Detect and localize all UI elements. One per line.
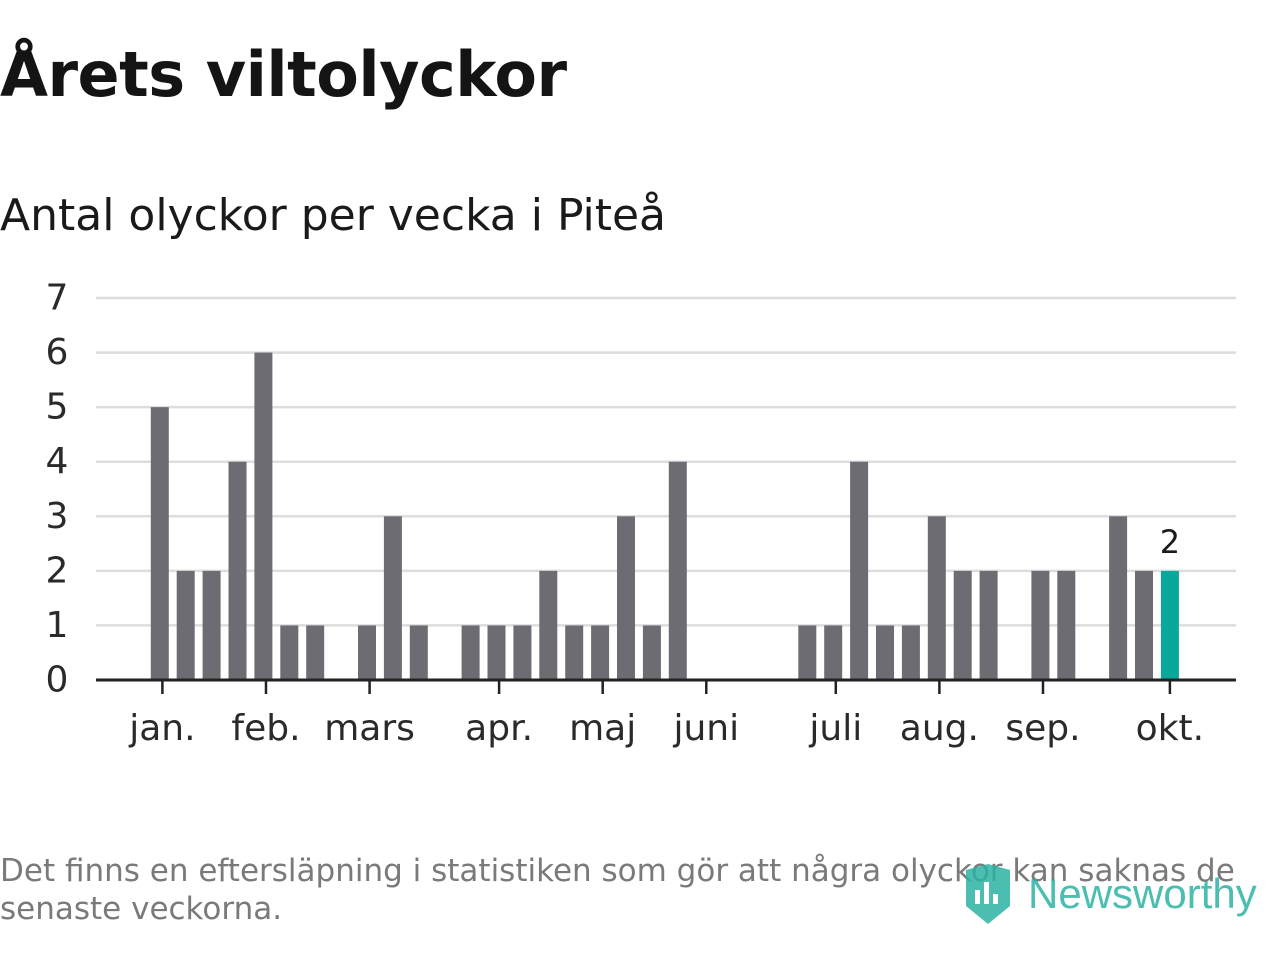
bar[interactable]	[409, 625, 428, 680]
y-tick-label: 7	[46, 278, 69, 319]
brand-name: Newsworthy	[1028, 870, 1257, 917]
bar-highlight[interactable]	[1160, 570, 1179, 680]
bar[interactable]	[150, 407, 169, 680]
bar[interactable]	[358, 625, 376, 680]
footnote: Det finns en eftersläpning i statistiken…	[0, 853, 1235, 927]
x-tick-label: juli	[808, 708, 862, 749]
bar[interactable]	[487, 625, 506, 680]
bar[interactable]	[591, 625, 610, 680]
bar[interactable]	[953, 570, 972, 680]
x-tick-label: juni	[672, 708, 739, 749]
bar[interactable]	[979, 570, 998, 680]
y-tick-label: 6	[46, 332, 69, 373]
bar[interactable]	[927, 516, 946, 680]
y-tick-label: 5	[46, 387, 69, 428]
x-tick-label: jan.	[128, 708, 195, 749]
bar[interactable]	[1031, 570, 1050, 680]
bar[interactable]	[668, 461, 687, 680]
y-tick-label: 0	[46, 660, 69, 701]
bar[interactable]	[539, 570, 558, 680]
y-tick-label: 1	[46, 605, 69, 646]
bar[interactable]	[850, 461, 869, 680]
chart-title: Årets viltolyckor	[0, 38, 567, 111]
bar[interactable]	[642, 625, 661, 680]
newsworthy-logo-icon	[966, 864, 1010, 924]
bar[interactable]	[383, 516, 402, 680]
y-axis-ticks: 0 1 2 3 4 5 6 7	[46, 278, 69, 701]
x-tick-label: mars	[324, 708, 415, 749]
x-tick-label: sep.	[1005, 708, 1080, 749]
data-labels: 2	[1160, 523, 1180, 561]
y-tick-label: 4	[46, 441, 69, 482]
bar[interactable]	[876, 625, 894, 680]
bar[interactable]	[228, 461, 247, 680]
bar[interactable]	[1109, 516, 1128, 680]
bar[interactable]	[513, 625, 532, 680]
bar[interactable]	[461, 625, 480, 680]
y-tick-label: 3	[46, 496, 69, 537]
x-tick-label: feb.	[231, 708, 300, 749]
x-tick-label: aug.	[900, 708, 979, 749]
chart-subtitle: Antal olyckor per vecka i Piteå	[0, 190, 667, 241]
x-tick-label: apr.	[465, 708, 533, 749]
x-tick-label: okt.	[1136, 708, 1204, 749]
y-tick-label: 2	[46, 550, 69, 591]
bar[interactable]	[798, 625, 817, 680]
bar[interactable]	[1057, 570, 1076, 680]
bars	[150, 352, 1179, 680]
bar[interactable]	[202, 570, 221, 680]
bar[interactable]	[824, 625, 843, 680]
bar[interactable]	[565, 625, 584, 680]
brand-logo[interactable]: Newsworthy	[962, 862, 1257, 926]
bar[interactable]	[176, 570, 195, 680]
bar[interactable]	[617, 516, 635, 680]
x-tick-label: maj	[569, 708, 636, 749]
bar-chart: 0 1 2 3 4 5 6 7 jan. feb. mars apr. maj juni juli aug.…	[46, 278, 1236, 749]
bar[interactable]	[901, 625, 920, 680]
gridlines	[96, 296, 1236, 627]
bar[interactable]	[280, 625, 299, 680]
bar[interactable]	[254, 352, 273, 680]
bar[interactable]	[306, 625, 325, 680]
highlight-value-label: 2	[1160, 523, 1180, 561]
bar[interactable]	[1135, 570, 1153, 680]
x-axis-ticks: jan. feb. mars apr. maj juni juli aug. sep. okt.	[128, 680, 1204, 749]
